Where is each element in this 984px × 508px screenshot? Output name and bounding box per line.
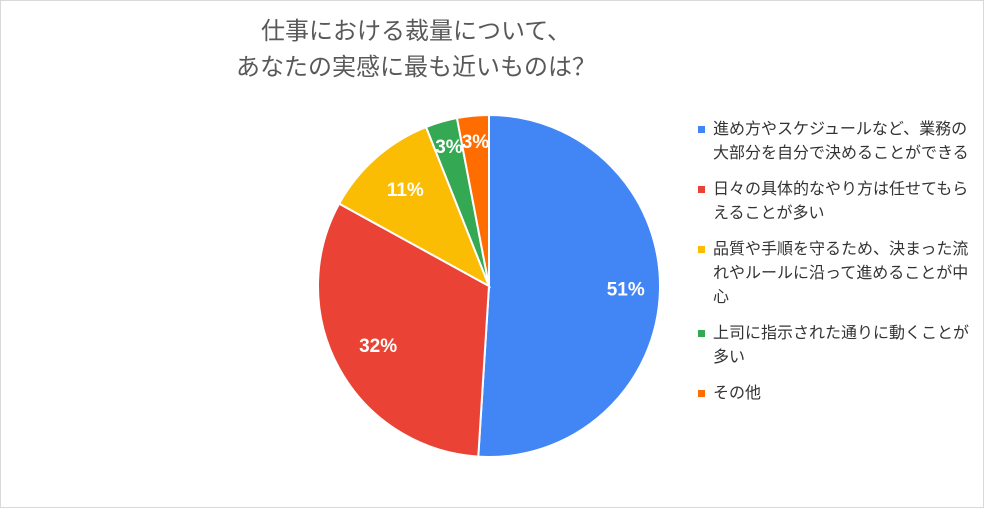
legend-swatch — [698, 246, 705, 253]
legend-swatch — [698, 330, 705, 337]
slice-data-label: 11% — [387, 180, 424, 201]
legend-label: 上司に指示された通りに動くことが多い — [713, 323, 970, 366]
chart-title: 仕事における裁量について、 あなたの実感に最も近いものは？ — [181, 13, 651, 85]
slice-data-label: 51% — [607, 279, 645, 300]
legend-item: 日々の具体的なやり方は任せてもらえることが多い — [698, 177, 973, 225]
legend-label: 日々の具体的なやり方は任せてもらえることが多い — [713, 179, 969, 222]
legend-swatch — [698, 390, 705, 397]
slice-data-label: 3% — [462, 132, 490, 153]
legend-item: その他 — [698, 381, 973, 405]
legend-label: 進め方やスケジュールなど、業務の大部分を自分で決めることができる — [713, 119, 969, 162]
legend-swatch — [698, 126, 705, 133]
slice-data-label: 3% — [435, 137, 463, 158]
pie-slice — [477, 113, 661, 458]
pie-slice — [337, 125, 491, 289]
legend-item: 上司に指示された通りに動くことが多い — [698, 321, 973, 369]
pie-slice — [455, 113, 490, 287]
chart-title-line-2: あなたの実感に最も近いものは？ — [236, 53, 596, 81]
legend-label: その他 — [713, 383, 762, 402]
slice-data-label: 32% — [359, 336, 397, 357]
legend: 進め方やスケジュールなど、業務の大部分を自分で決めることができる 日々の具体的な… — [698, 117, 973, 417]
legend-item: 進め方やスケジュールなど、業務の大部分を自分で決めることができる — [698, 117, 973, 165]
pie-slice — [317, 202, 491, 458]
chart-title-line-1: 仕事における裁量について、 — [260, 17, 572, 45]
legend-label: 品質や手順を守るため、決まった流れやルールに沿って進めることが中心 — [713, 239, 969, 306]
legend-swatch — [698, 186, 705, 193]
legend-item: 品質や手順を守るため、決まった流れやルールに沿って進めることが中心 — [698, 237, 973, 309]
